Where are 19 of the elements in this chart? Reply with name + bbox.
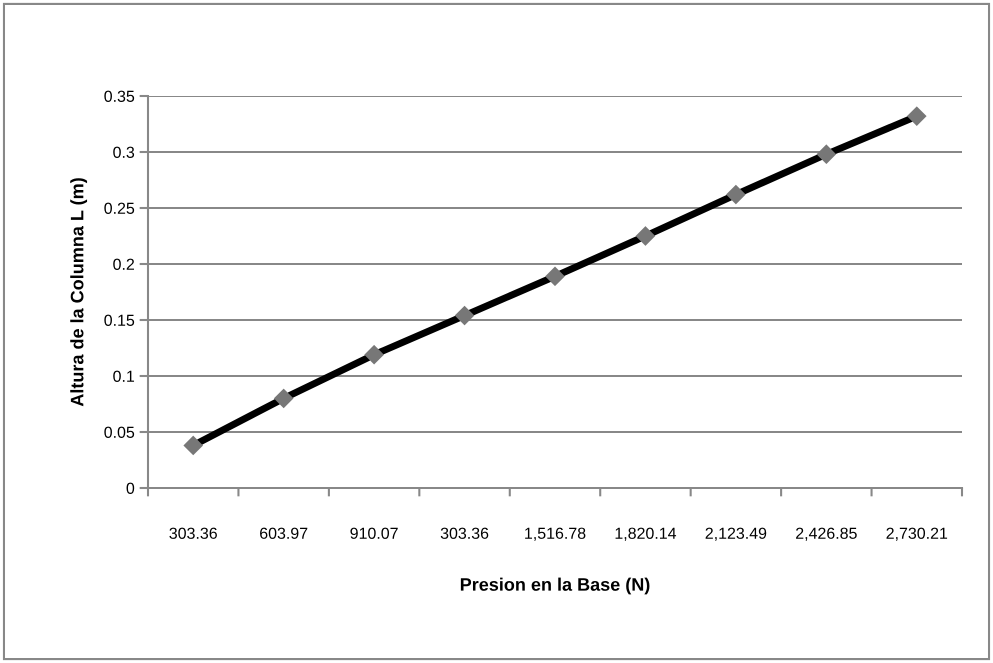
y-tick-label: 0.2 (113, 258, 134, 270)
y-axis-title: Altura de la Columna L (m) (70, 178, 88, 406)
x-tick-label: 1,516.78 (525, 528, 586, 541)
x-tick-label: 910.07 (350, 528, 398, 539)
y-tick-label: 0.05 (104, 426, 134, 438)
y-tick-label: 0 (126, 482, 134, 494)
y-tick-label: 0.3 (113, 146, 134, 158)
x-tick-label: 1,820.14 (616, 528, 676, 541)
y-tick-label: 0.1 (113, 370, 134, 382)
y-tick-label: 0.25 (104, 202, 134, 214)
x-tick-label: 603.97 (260, 528, 308, 539)
y-tick-label: 0.35 (104, 90, 134, 102)
x-tick-label: 2,123.49 (706, 528, 766, 541)
x-tick-label: 2,730.21 (886, 528, 948, 541)
x-tick-label: 2,426.85 (796, 528, 857, 541)
x-axis-title: Presion en la Base (N) (460, 578, 650, 594)
x-tick-label: 303.36 (440, 528, 488, 539)
x-tick-label: 303.36 (169, 528, 217, 539)
y-tick-label: 0.15 (104, 314, 134, 326)
